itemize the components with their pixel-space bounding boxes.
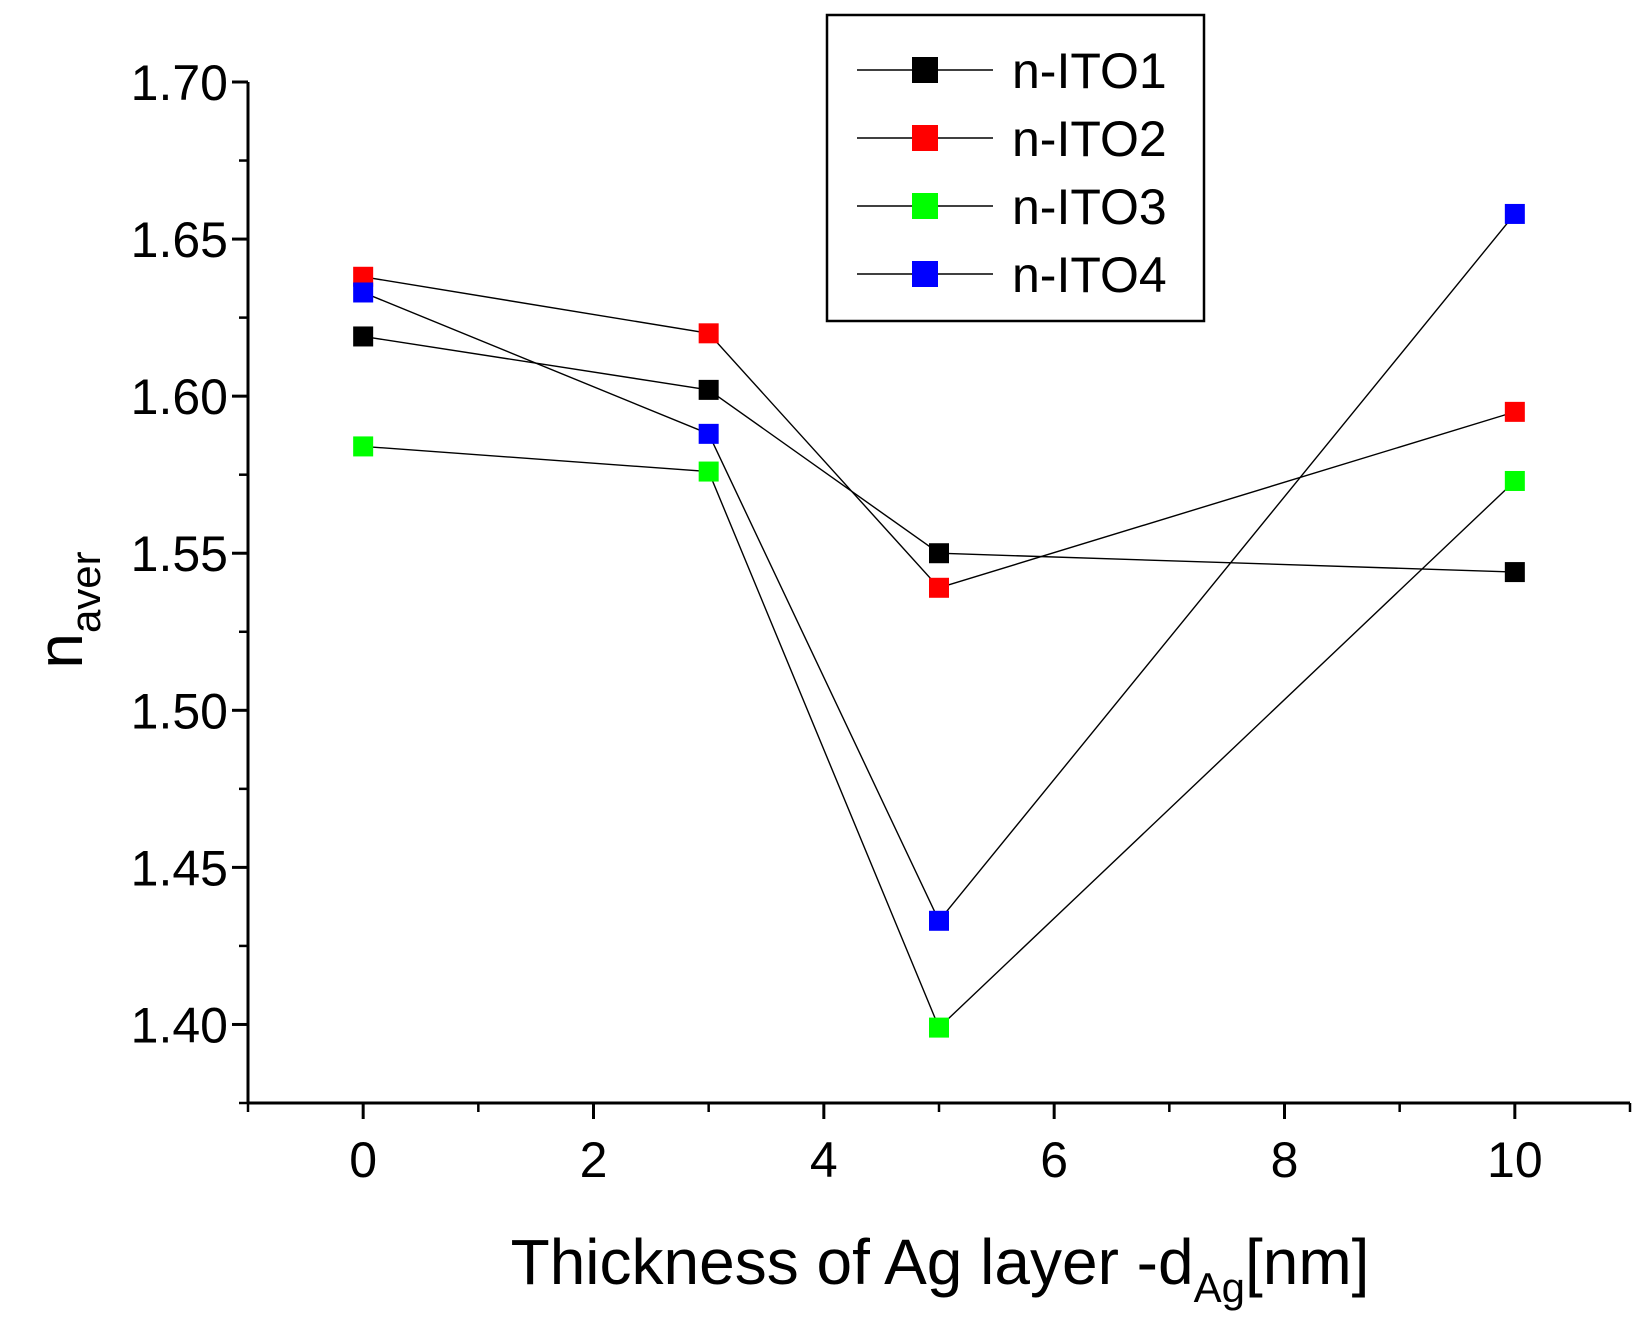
y-tick-label: 1.60: [131, 369, 228, 425]
legend-item-n-ito3: n-ITO3: [857, 179, 1167, 235]
series-line-n-ito4: [362, 213, 1516, 923]
x-axis-title-main: Thickness of Ag layer -d: [511, 1226, 1194, 1298]
data-point-n-ito3: [698, 461, 719, 482]
y-tick-label: 1.65: [131, 212, 228, 268]
legend-label: n-ITO2: [1012, 111, 1167, 167]
chart-axes: 1.40 1.45 1.50 1.55 1.60 1.65 1.70 0 2 4 6 8 10: [131, 55, 1632, 1188]
data-point-n-ito1: [353, 326, 374, 347]
series-line-n-ito1: [363, 335, 1515, 573]
data-point-n-ito1: [1504, 562, 1525, 583]
data-point-n-ito4: [698, 423, 719, 444]
legend-item-n-ito4: n-ITO4: [857, 247, 1167, 303]
data-point-n-ito3: [353, 436, 374, 457]
series-line-n-ito3: [363, 445, 1516, 1029]
legend-marker: [912, 57, 938, 83]
legend-marker: [912, 261, 938, 287]
legend-item-n-ito1: n-ITO1: [857, 43, 1167, 99]
data-point-n-ito4: [929, 910, 949, 931]
data-point-n-ito3: [1504, 470, 1525, 491]
data-point-n-ito2: [698, 323, 719, 344]
x-tick-label: 8: [1271, 1132, 1299, 1188]
series-line-n-ito2: [363, 276, 1516, 589]
y-tick-label: 1.70: [131, 55, 228, 111]
data-point-n-ito1: [929, 543, 949, 564]
data-point-n-ito1: [698, 379, 719, 400]
x-axis-title-subscript: Ag: [1194, 1264, 1245, 1311]
x-tick-label: 10: [1487, 1132, 1543, 1188]
x-axis-title: Thickness of Ag layer -dAg[nm]: [511, 1226, 1370, 1311]
y-tick-label: 1.45: [131, 840, 228, 896]
legend-item-n-ito2: n-ITO2: [857, 111, 1167, 167]
x-tick-label: 2: [580, 1132, 608, 1188]
x-axis-title-unit: [nm]: [1245, 1226, 1369, 1298]
legend-box: [825, 13, 1206, 323]
y-axis-title-main: n: [24, 633, 96, 669]
x-axis-ticks: 0 2 4 6 8 10: [246, 1103, 1632, 1188]
legend-marker: [912, 193, 938, 219]
series-lines: [362, 213, 1516, 1029]
y-axis-ticks: 1.40 1.45 1.50 1.55 1.60 1.65 1.70: [131, 55, 248, 1105]
series-markers: [353, 203, 1525, 1038]
legend-label: n-ITO3: [1012, 179, 1167, 235]
data-point-n-ito2: [1504, 401, 1525, 422]
y-tick-label: 1.40: [131, 997, 228, 1053]
y-tick-label: 1.50: [131, 683, 228, 739]
y-axis-title: naver: [24, 551, 109, 668]
y-axis-title-subscript: aver: [62, 551, 109, 633]
legend: n-ITO1 n-ITO2 n-ITO3 n-ITO4: [825, 13, 1206, 323]
x-tick-label: 0: [349, 1132, 377, 1188]
y-tick-label: 1.55: [131, 526, 228, 582]
data-point-n-ito3: [929, 1017, 949, 1038]
data-point-n-ito4: [353, 282, 374, 303]
legend-label: n-ITO1: [1012, 43, 1167, 99]
data-point-n-ito4: [1504, 203, 1525, 224]
x-tick-label: 6: [1040, 1132, 1068, 1188]
legend-marker: [912, 125, 938, 151]
x-tick-label: 4: [810, 1132, 838, 1188]
data-point-n-ito2: [353, 266, 374, 287]
legend-label: n-ITO4: [1012, 247, 1167, 303]
data-point-n-ito2: [929, 577, 949, 598]
